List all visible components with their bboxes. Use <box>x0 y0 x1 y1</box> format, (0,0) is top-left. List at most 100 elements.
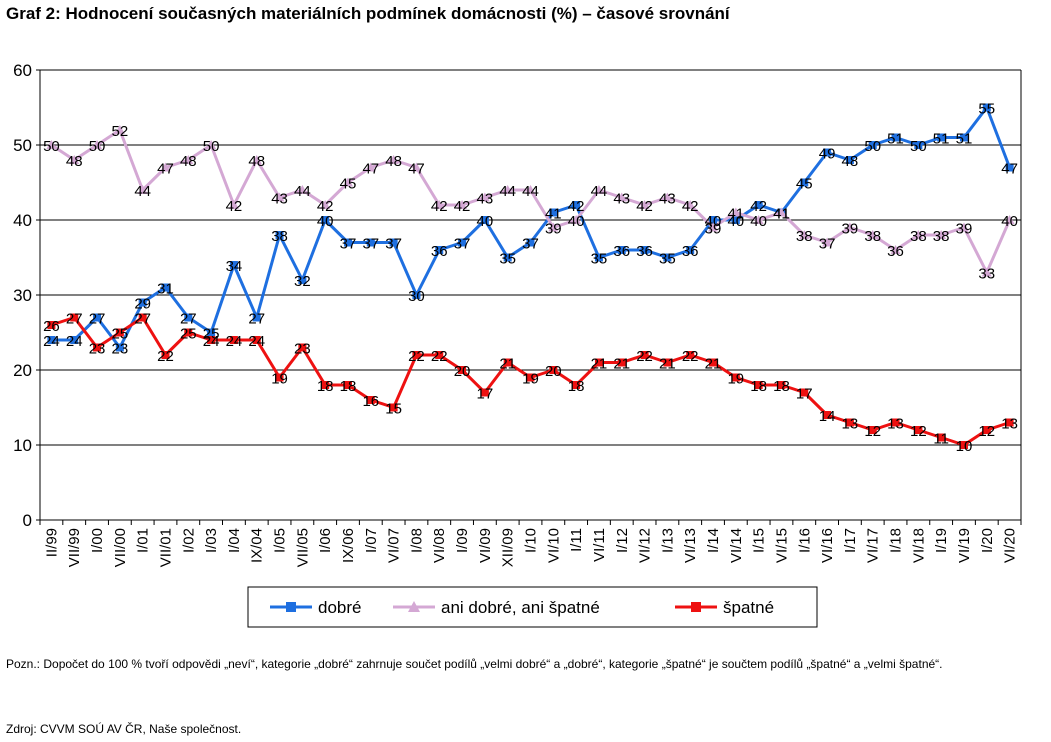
data-point <box>890 245 901 254</box>
data-label: 43 <box>271 191 288 208</box>
data-point <box>868 426 877 434</box>
data-point <box>845 156 854 164</box>
data-point <box>617 358 626 367</box>
data-label: 48 <box>385 153 402 170</box>
series-layer <box>46 103 1015 449</box>
data-label: 31 <box>157 281 174 298</box>
data-label: 27 <box>89 311 106 328</box>
data-label: 44 <box>294 183 311 200</box>
chart-title: Graf 2: Hodnocení současných materiálníc… <box>6 4 730 23</box>
data-label: 21 <box>705 356 722 373</box>
data-label: 49 <box>819 146 836 163</box>
data-point <box>822 237 833 247</box>
legend-marker <box>286 602 296 612</box>
data-point <box>777 381 786 389</box>
source-note: Zdroj: CVVM SOÚ AV ČR, Naše společnost. <box>6 722 242 736</box>
data-label: 42 <box>750 198 767 215</box>
data-label: 16 <box>362 393 379 410</box>
x-tick-label: I/13 <box>659 528 676 553</box>
data-point <box>160 162 171 172</box>
x-tick-label: VI/10 <box>545 528 562 563</box>
data-point <box>275 373 284 382</box>
data-label: 45 <box>796 176 813 193</box>
x-tick-label: VI/08 <box>431 528 448 563</box>
data-label: 36 <box>613 243 630 260</box>
data-label: 39 <box>842 221 859 238</box>
y-tick-label: 50 <box>13 136 32 155</box>
data-point <box>137 185 148 194</box>
data-label: 48 <box>180 153 197 170</box>
data-label: 48 <box>248 153 265 170</box>
data-point <box>388 155 399 164</box>
data-label: 22 <box>682 348 699 365</box>
data-label: 38 <box>910 228 927 245</box>
data-label: 19 <box>727 371 744 388</box>
x-tick-label: VI/07 <box>386 528 403 563</box>
data-label: 40 <box>568 213 585 230</box>
data-label: 24 <box>66 333 83 350</box>
data-label: 44 <box>591 183 608 200</box>
data-point <box>480 216 489 224</box>
x-tick-label: VI/20 <box>1002 528 1019 563</box>
data-point <box>252 336 261 344</box>
y-tick-label: 10 <box>13 436 32 455</box>
data-label: 42 <box>226 198 243 215</box>
data-point <box>275 231 284 239</box>
x-axis: II/99 VII/99 I/00 VII/00 I/01 VII/01 I/02 I/03 I… <box>39 519 1022 567</box>
data-label: 42 <box>568 198 585 215</box>
data-point <box>959 133 968 142</box>
data-label: 24 <box>203 333 220 350</box>
data-point <box>115 328 124 337</box>
x-tick-label: I/18 <box>888 528 905 553</box>
x-tick-label: VI/18 <box>910 528 927 563</box>
data-point <box>161 351 170 359</box>
footnote: Pozn.: Dopočet do 100 % tvoří odpovědi „… <box>6 657 943 671</box>
data-label: 22 <box>431 348 448 365</box>
data-point <box>479 192 490 202</box>
data-label: 23 <box>294 341 311 358</box>
data-point <box>229 261 238 269</box>
data-point <box>320 200 331 209</box>
data-point <box>480 388 489 397</box>
data-point <box>526 238 535 247</box>
data-point <box>342 177 353 187</box>
data-point <box>709 216 718 224</box>
data-point <box>1005 163 1014 172</box>
data-point <box>297 185 308 194</box>
data-point <box>685 200 696 209</box>
data-label: 36 <box>636 243 653 260</box>
data-label: 38 <box>796 228 813 245</box>
data-point <box>47 336 56 344</box>
data-label: 47 <box>1001 161 1018 178</box>
data-point <box>70 313 79 322</box>
data-point <box>46 140 57 149</box>
data-label: 30 <box>408 288 425 305</box>
data-point <box>731 216 740 224</box>
y-tick-label: 60 <box>13 61 32 80</box>
data-label: 26 <box>43 318 60 335</box>
data-point <box>389 238 398 247</box>
x-tick-label: VII/01 <box>157 528 174 567</box>
data-point <box>252 313 261 322</box>
data-label: 50 <box>864 138 881 155</box>
data-point <box>982 426 991 434</box>
x-tick-label: VII/00 <box>112 528 129 567</box>
data-point <box>92 140 103 149</box>
data-point <box>913 230 924 239</box>
data-label: 41 <box>773 206 790 223</box>
data-point <box>845 418 854 427</box>
data-point <box>572 381 581 389</box>
data-point <box>343 381 352 389</box>
data-point <box>47 321 56 329</box>
data-label: 27 <box>66 311 83 328</box>
data-label: 23 <box>89 341 106 358</box>
data-label: 27 <box>248 311 265 328</box>
data-label: 24 <box>43 333 60 350</box>
data-point <box>709 358 718 367</box>
data-label: 13 <box>1001 416 1018 433</box>
data-label: 24 <box>226 333 243 350</box>
data-point <box>959 441 968 449</box>
x-tick-label: I/15 <box>751 528 768 553</box>
data-label: 17 <box>796 386 813 403</box>
data-point <box>799 230 810 239</box>
